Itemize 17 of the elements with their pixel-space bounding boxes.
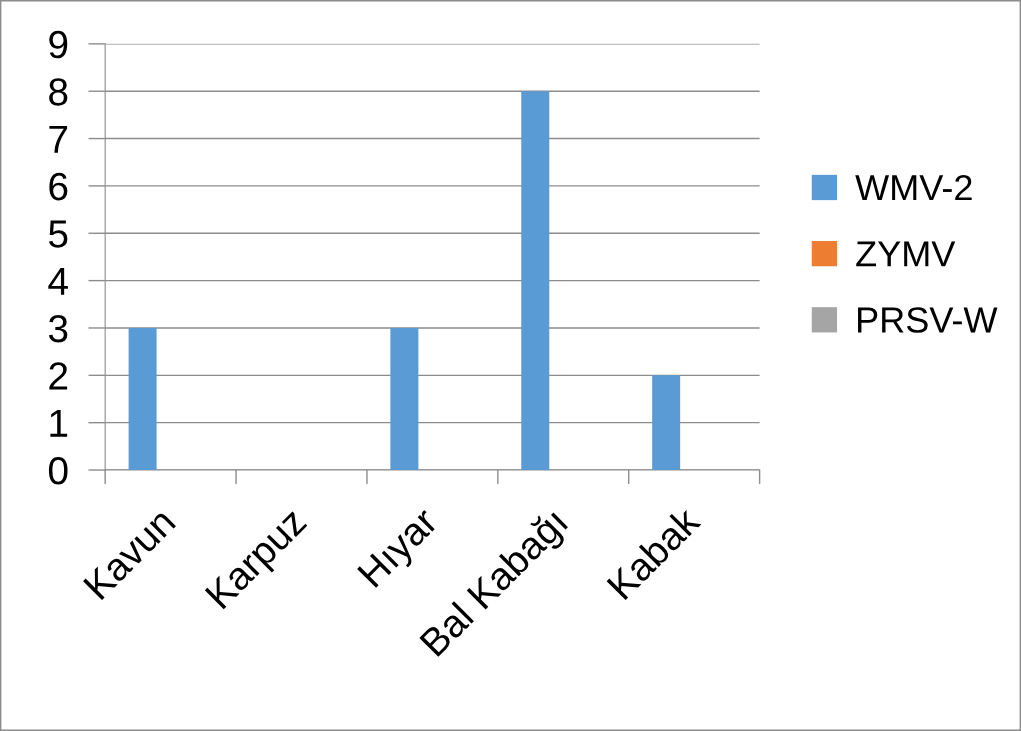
- y-tick-label: 6: [49, 172, 68, 201]
- y-tick-label: 0: [48, 456, 68, 485]
- y-tick-label: 5: [48, 220, 68, 248]
- bar: [521, 91, 550, 471]
- legend-label: PRSV-W: [858, 307, 998, 333]
- bar: [652, 375, 681, 471]
- y-tick-label: 8: [49, 78, 68, 106]
- y-tick-label: 3: [48, 314, 68, 343]
- legend-label: WMV-2: [855, 174, 972, 201]
- bar: [128, 327, 157, 471]
- y-tick-label: 7: [49, 125, 68, 153]
- y-tick-label: 2: [49, 362, 68, 390]
- bar: [390, 327, 419, 471]
- y-tick-label: 9: [49, 30, 68, 59]
- y-tick-label: 1: [50, 410, 68, 437]
- legend-label: ZYMV: [856, 241, 956, 267]
- y-tick-label: 4: [48, 267, 68, 295]
